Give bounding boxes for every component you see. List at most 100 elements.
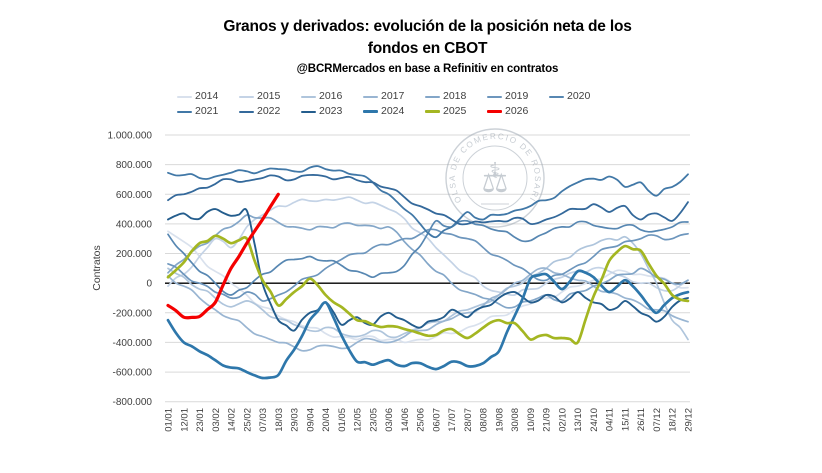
legend-item-2015: 2015 [239, 89, 301, 104]
legend-label: 2022 [257, 105, 281, 118]
legend-item-2022: 2022 [239, 104, 301, 119]
x-tick-label: 14/06 [400, 408, 411, 432]
y-tick-label: 1.000.000 [108, 131, 153, 142]
x-tick-label: 07/03 [258, 408, 269, 432]
x-tick-label: 30/08 [510, 408, 521, 432]
seal-ring-text: BOLSA DE COMERCIO DE ROSARIO [0, 0, 542, 205]
legend-item-2024: 2024 [363, 104, 425, 119]
x-tick-label: 08/08 [479, 408, 490, 432]
series-line-2016 [167, 235, 689, 341]
legend-item-2018: 2018 [425, 89, 487, 104]
legend-label: 2019 [505, 90, 529, 103]
legend-item-2016: 2016 [301, 89, 363, 104]
series-line-2026 [166, 192, 280, 320]
x-tick-label: 24/10 [589, 408, 600, 432]
y-axis-title: Contratos [91, 245, 103, 291]
legend-label: 2021 [195, 105, 219, 118]
x-tick-label: 09/04 [305, 408, 316, 432]
legend-swatch-2025 [425, 110, 440, 114]
series-line-2015 [167, 196, 689, 297]
series-line-2024 [166, 269, 690, 380]
series-line-2021 [167, 165, 689, 239]
x-tick-label: 17/07 [447, 408, 458, 432]
x-tick-label: 03/02 [211, 408, 222, 432]
x-tick-label: 02/10 [557, 408, 568, 432]
legend-swatch-2016 [301, 95, 316, 99]
legend-label: 2023 [319, 105, 343, 118]
seal-inner-circle [462, 145, 528, 211]
legend-swatch-2020 [549, 95, 564, 99]
legend-item-2026: 2026 [487, 104, 549, 119]
x-tick-label: 18/03 [274, 408, 285, 432]
y-tick-label: 800.000 [116, 160, 153, 171]
x-tick-label: 06/07 [431, 408, 442, 432]
x-tick-label: 01/01 [164, 408, 175, 432]
x-tick-label: 07/12 [652, 408, 663, 432]
x-tick-label: 26/11 [636, 408, 647, 431]
x-tick-label: 18/12 [668, 408, 679, 432]
y-tick-label: 600.000 [116, 190, 153, 201]
legend-swatch-2019 [487, 95, 502, 99]
caduceus-icon: ⚕ [489, 158, 501, 183]
legend-item-2021: 2021 [177, 104, 239, 119]
legend-swatch-2018 [425, 95, 440, 99]
y-tick-label: 400.000 [116, 219, 153, 230]
legend-item-2023: 2023 [301, 104, 363, 119]
watermark-seal: BOLSA DE COMERCIO DE ROSARIO⚖⚕ [0, 0, 545, 228]
series-line-2025 [166, 234, 690, 345]
x-tick-label: 23/05 [368, 408, 379, 432]
x-tick-label: 23/01 [195, 408, 206, 432]
legend-item-2014: 2014 [177, 89, 239, 104]
y-tick-label: -200.000 [113, 308, 153, 319]
legend-swatch-2021 [177, 110, 192, 114]
legend-label: 2026 [505, 105, 529, 118]
y-tick-label: -800.000 [113, 397, 153, 408]
legend-swatch-2014 [177, 95, 192, 99]
x-tick-label: 01/05 [337, 408, 348, 432]
legend-item-2017: 2017 [363, 89, 425, 104]
legend-swatch-2015 [239, 95, 254, 99]
y-tick-label: 0 [146, 279, 152, 290]
seal-outer-circle [445, 128, 545, 228]
legend-label: 2016 [319, 90, 343, 103]
x-tick-label: 25/02 [242, 408, 253, 432]
x-tick-label: 29/03 [290, 408, 301, 432]
chart-title-line2: fondos en CBOT [367, 40, 488, 57]
x-tick-label: 21/09 [542, 408, 553, 432]
legend-label: 2024 [381, 105, 405, 118]
legend-row: 2021 2022 2023 2024 2025 2026 [177, 104, 697, 119]
legend-swatch-2026 [487, 110, 502, 114]
legend-label: 2025 [443, 105, 467, 118]
x-tick-label: 12/05 [353, 408, 364, 432]
series-line-2017 [167, 267, 689, 352]
legend-item-2025: 2025 [425, 104, 487, 119]
x-tick-label: 28/07 [463, 408, 474, 432]
x-tick-label: 03/06 [384, 408, 395, 432]
series-line-2023 [167, 208, 689, 332]
x-tick-label: 10/09 [526, 408, 537, 432]
legend-item-2019: 2019 [487, 89, 549, 104]
legend-swatch-2022 [239, 110, 254, 114]
x-tick-label: 15/11 [620, 408, 631, 431]
chart-subtitle: @BCRMercados en base a Refinitiv en cont… [296, 63, 559, 75]
legend: 2014 2015 2016 2017 2018 2019 2020 2021 2022 2023… [177, 89, 697, 119]
scales-icon: ⚖ [482, 166, 509, 199]
legend-swatch-2023 [301, 110, 316, 114]
y-tick-label: -600.000 [113, 368, 153, 379]
series-line-2022 [167, 174, 689, 226]
series-line-2019 [167, 228, 689, 302]
legend-item-2020: 2020 [549, 89, 611, 104]
legend-label: 2015 [257, 90, 281, 103]
legend-row: 2014 2015 2016 2017 2018 2019 2020 [177, 89, 697, 104]
chart-header: Granos y derivados: evolución de la posi… [145, 16, 710, 75]
legend-label: 2014 [195, 90, 219, 103]
x-tick-label: 04/11 [605, 408, 616, 431]
x-tick-label: 14/02 [227, 408, 238, 432]
x-tick-label: 25/06 [416, 408, 427, 432]
x-tick-label: 13/10 [573, 408, 584, 432]
y-tick-label: -400.000 [113, 338, 153, 349]
x-tick-label: 29/12 [684, 408, 695, 432]
legend-label: 2018 [443, 90, 467, 103]
